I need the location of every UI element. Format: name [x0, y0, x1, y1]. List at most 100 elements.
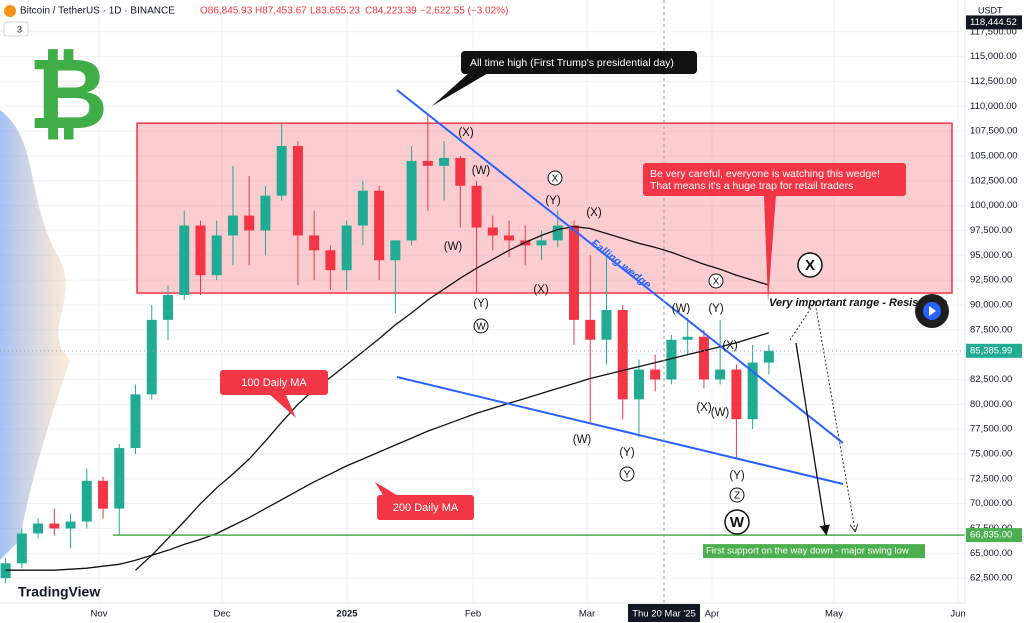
wave-label: X: [552, 174, 559, 185]
x-tick-label: 2025: [336, 609, 358, 620]
y-tick-label: 107,500.00: [970, 126, 1018, 137]
candle-body: [552, 225, 563, 241]
x-tick-label: Dec: [214, 609, 231, 620]
play-icon: [929, 306, 936, 316]
candle-body: [211, 235, 222, 276]
wave-label: Z: [734, 491, 740, 502]
wave-label: (Y): [708, 303, 724, 315]
crosshair-tag: [628, 604, 700, 622]
x-tick-label: Jun: [950, 609, 965, 620]
wave-label: (X): [533, 284, 549, 296]
ma-pointer: [375, 482, 400, 497]
ma-pointer: [268, 393, 296, 418]
wave-circle: [547, 170, 563, 186]
y-tick-label: 75,000.00: [970, 449, 1012, 460]
candle-body: [325, 250, 336, 271]
wave-label: (Y): [619, 447, 635, 459]
y-tick-label: 92,500.00: [970, 275, 1012, 286]
candle-body: [179, 225, 190, 296]
candle-body: [487, 227, 498, 236]
wave-label: (W): [711, 407, 730, 419]
candle-body: [114, 448, 125, 509]
y-tick-label: 87,500.00: [970, 324, 1012, 335]
wave-label: (Y): [473, 298, 489, 310]
candle-body: [471, 185, 482, 228]
wedge-line: [396, 376, 844, 485]
y-tick-label: 80,000.00: [970, 399, 1012, 410]
time-axis: [0, 603, 965, 623]
y-tick-label: 62,500.00: [970, 573, 1012, 584]
wave-label: (Y): [545, 195, 561, 207]
y-tick-label: 90,000.00: [970, 299, 1012, 310]
support-tag: [966, 528, 1022, 543]
indicator-toggle[interactable]: [3, 21, 29, 37]
symbol: Bitcoin / TetherUS · 1D · BINANCE: [20, 6, 175, 17]
candle-body: [374, 190, 385, 261]
candle-body: [569, 225, 579, 320]
logo: ₿: [28, 39, 108, 149]
moving-average: [135, 225, 770, 571]
candle-body: [406, 160, 417, 241]
candle-body: [763, 350, 774, 363]
x-tick-label: Mar: [579, 609, 595, 620]
y-tick-label: 72,500.00: [970, 473, 1012, 484]
ma-callout: [377, 495, 474, 520]
wave-label: (Y): [729, 470, 745, 482]
candle-body: [163, 295, 173, 320]
y-tick-label: 112,500.00: [970, 76, 1017, 87]
y-tick-label: 105,000.00: [970, 150, 1018, 161]
candle-body: [601, 309, 612, 340]
wave-circle: [708, 273, 724, 289]
wave-circle: [619, 466, 635, 482]
x-tick-label: Nov: [91, 609, 108, 620]
support-note-bg: [703, 544, 925, 559]
brand: TradingView: [18, 584, 100, 600]
y-tick-label: 102,500.00: [970, 175, 1018, 186]
candle-body: [98, 480, 109, 509]
wave-label: X: [805, 257, 815, 274]
warning-pointer: [764, 195, 776, 302]
y-tick-label: 65,000.00: [970, 548, 1012, 559]
ohlc-high: H87,453.67: [255, 6, 307, 17]
candle-body: [650, 369, 661, 380]
candle-body: [666, 339, 677, 380]
wave-label: (W): [573, 434, 592, 446]
wave-circle: [797, 252, 823, 278]
y-tick-label: 77,500.00: [970, 424, 1012, 435]
price-axis: [965, 0, 1024, 623]
candle-body: [357, 190, 368, 226]
wave-label: (W): [444, 241, 463, 253]
wave-circle: [724, 509, 750, 535]
wave-circle: [473, 318, 489, 334]
candle-body: [390, 240, 401, 261]
high-tag-label: 118,444.52: [970, 17, 1017, 28]
ath-text: All time high (First Trump's presidentia…: [470, 57, 674, 69]
projection-dotted: [789, 300, 855, 530]
wave-label: Y: [624, 470, 631, 481]
candle-body: [16, 533, 27, 564]
candle-body: [341, 225, 352, 271]
wave-label: X: [713, 277, 720, 288]
candle-body: [260, 195, 271, 231]
wave-label: W: [476, 322, 486, 333]
y-tick-label: 70,000.00: [970, 498, 1012, 509]
wave-label: (X): [722, 340, 738, 352]
candle-body: [244, 215, 255, 231]
candle-body: [731, 369, 742, 420]
candle-body: [747, 362, 758, 420]
candle-body: [33, 523, 44, 534]
candle-body: [422, 160, 433, 166]
symbol-icon: [4, 5, 16, 17]
ma-callout-text: 100 Daily MA: [241, 377, 307, 389]
ma-callout: [220, 370, 328, 395]
ohlc-low: L83,655.23: [310, 6, 360, 17]
x-tick-label: May: [825, 609, 843, 620]
projection-arrow: [795, 342, 830, 536]
candle-body: [81, 480, 92, 522]
wave-label: (X): [586, 207, 602, 219]
candle-body: [504, 235, 515, 241]
candle-body: [439, 157, 450, 166]
candle-body: [276, 146, 287, 196]
